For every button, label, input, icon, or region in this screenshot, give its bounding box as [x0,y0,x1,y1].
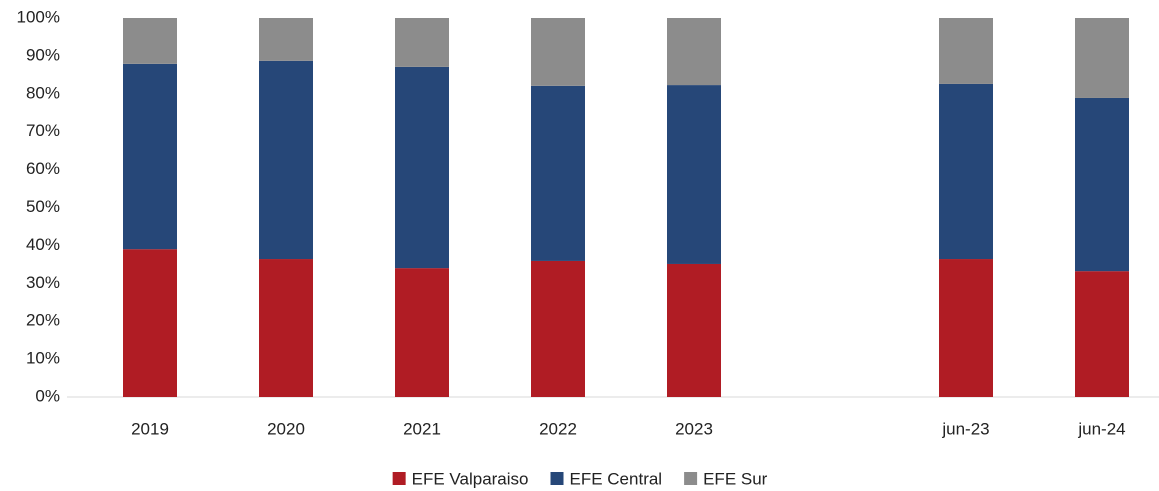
bar-segment [667,85,721,264]
bar-segment [395,268,449,397]
x-tick-label: jun-24 [1077,419,1125,438]
y-tick-label: 90% [26,45,60,64]
bar-segment [1075,18,1129,98]
bar-segment [123,63,177,250]
y-tick-label: 60% [26,159,60,178]
bar-segment [259,18,313,61]
legend-label: EFE Sur [703,469,768,488]
legend-swatch [392,472,406,485]
bar-segment [531,260,585,397]
y-tick-label: 40% [26,235,60,254]
y-tick-label: 100% [17,7,60,26]
x-tick-label: 2019 [131,419,169,438]
legend-label: EFE Valparaiso [412,469,529,488]
x-tick-label: 2022 [539,419,577,438]
legend-swatch [684,472,698,485]
x-tick-label: 2023 [675,419,713,438]
y-tick-label: 30% [26,273,60,292]
bar-segment [259,60,313,260]
bar-segment [939,259,993,397]
x-tick-label: 2021 [403,419,441,438]
bar-segment [939,18,993,84]
bar-segment [123,18,177,64]
bar-segment [123,249,177,397]
y-tick-label: 20% [26,311,60,330]
bar-segment [667,18,721,86]
x-tick-label: 2020 [267,419,305,438]
y-tick-label: 80% [26,83,60,102]
bar-segment [259,259,313,397]
bar-segment [1075,97,1129,272]
legend-label: EFE Central [570,469,663,488]
legend-swatch [550,472,564,485]
bar-segment [531,18,585,86]
bar-segment [667,263,721,397]
bar-segment [939,83,993,260]
y-tick-label: 10% [26,349,60,368]
y-tick-label: 50% [26,197,60,216]
x-tick-label: jun-23 [941,419,989,438]
bar-segment [1075,271,1129,397]
y-tick-label: 0% [35,386,60,405]
y-tick-label: 70% [26,121,60,140]
bar-segment [531,85,585,261]
bar-segment [395,18,449,67]
bar-segment [395,66,449,269]
